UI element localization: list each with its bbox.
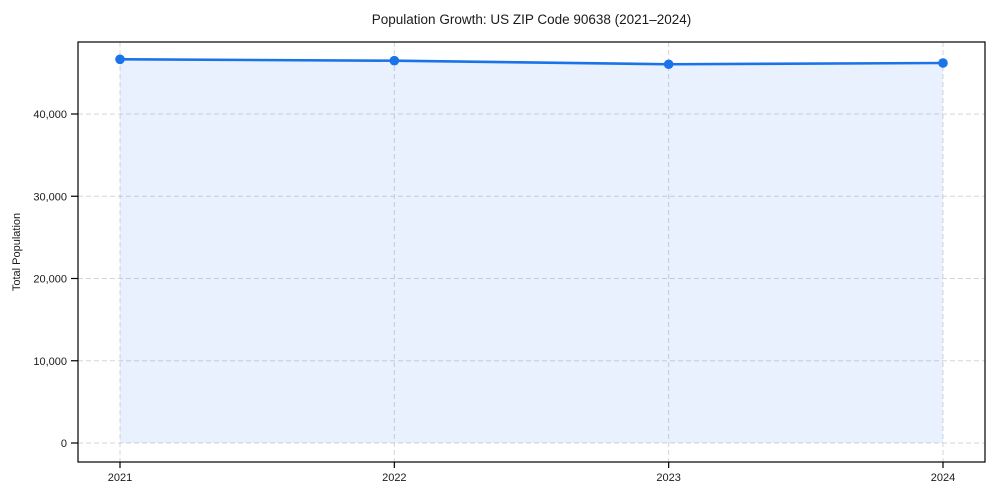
- y-tick-label: 40,000: [33, 109, 67, 121]
- data-point: [389, 55, 400, 66]
- y-tick-label: 30,000: [33, 191, 67, 203]
- data-point: [115, 54, 125, 65]
- area-fill: [120, 59, 943, 444]
- y-tick-label: 20,000: [33, 274, 67, 286]
- plot-border: [77, 41, 986, 463]
- y-tick-label: 0: [61, 438, 67, 450]
- data-line: [118, 58, 945, 66]
- y-axis-label: Total Population: [11, 213, 23, 291]
- y-tick-label: 10,000: [33, 356, 67, 368]
- chart-title: Population Growth: US ZIP Code 90638 (20…: [371, 12, 692, 27]
- x-tick-label: 2022: [382, 472, 406, 484]
- x-tick-label: 2024: [931, 472, 955, 484]
- data-point: [663, 59, 674, 70]
- x-tick-label: 2023: [656, 472, 680, 484]
- x-tick-label: 2021: [108, 472, 132, 484]
- data-point: [938, 58, 948, 68]
